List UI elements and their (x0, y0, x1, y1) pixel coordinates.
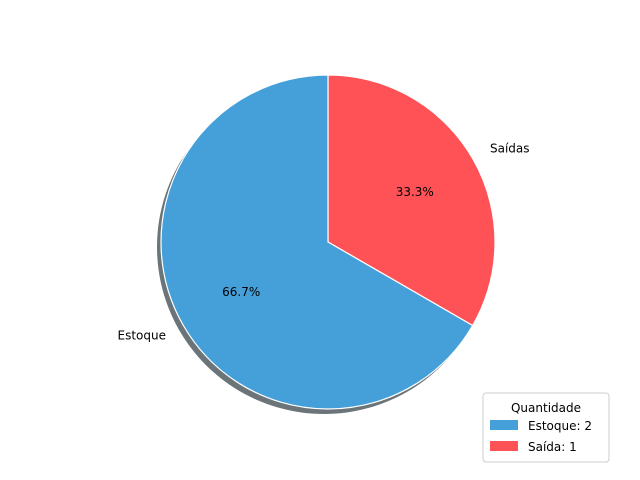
slice-percent-estoque: 66.7% (222, 285, 260, 299)
slice-label-estoque: Estoque (118, 329, 167, 343)
slice-percent-saidas: 33.3% (396, 185, 434, 199)
legend-title: Quantidade (511, 401, 581, 415)
legend-swatch-saida (490, 441, 518, 451)
pie-labels: Saídas 33.3% Estoque 66.7% (118, 141, 530, 342)
legend-label-saida: Saída: 1 (528, 440, 577, 454)
pie-slices (160, 74, 496, 410)
slice-label-saidas: Saídas (490, 141, 530, 155)
pie-slice-estoque (160, 74, 474, 410)
pie-slice-saidas (327, 74, 496, 327)
legend: Quantidade Estoque: 2 Saída: 1 (482, 392, 610, 463)
legend-label-estoque: Estoque: 2 (528, 419, 592, 433)
legend-swatch-estoque (490, 420, 518, 430)
